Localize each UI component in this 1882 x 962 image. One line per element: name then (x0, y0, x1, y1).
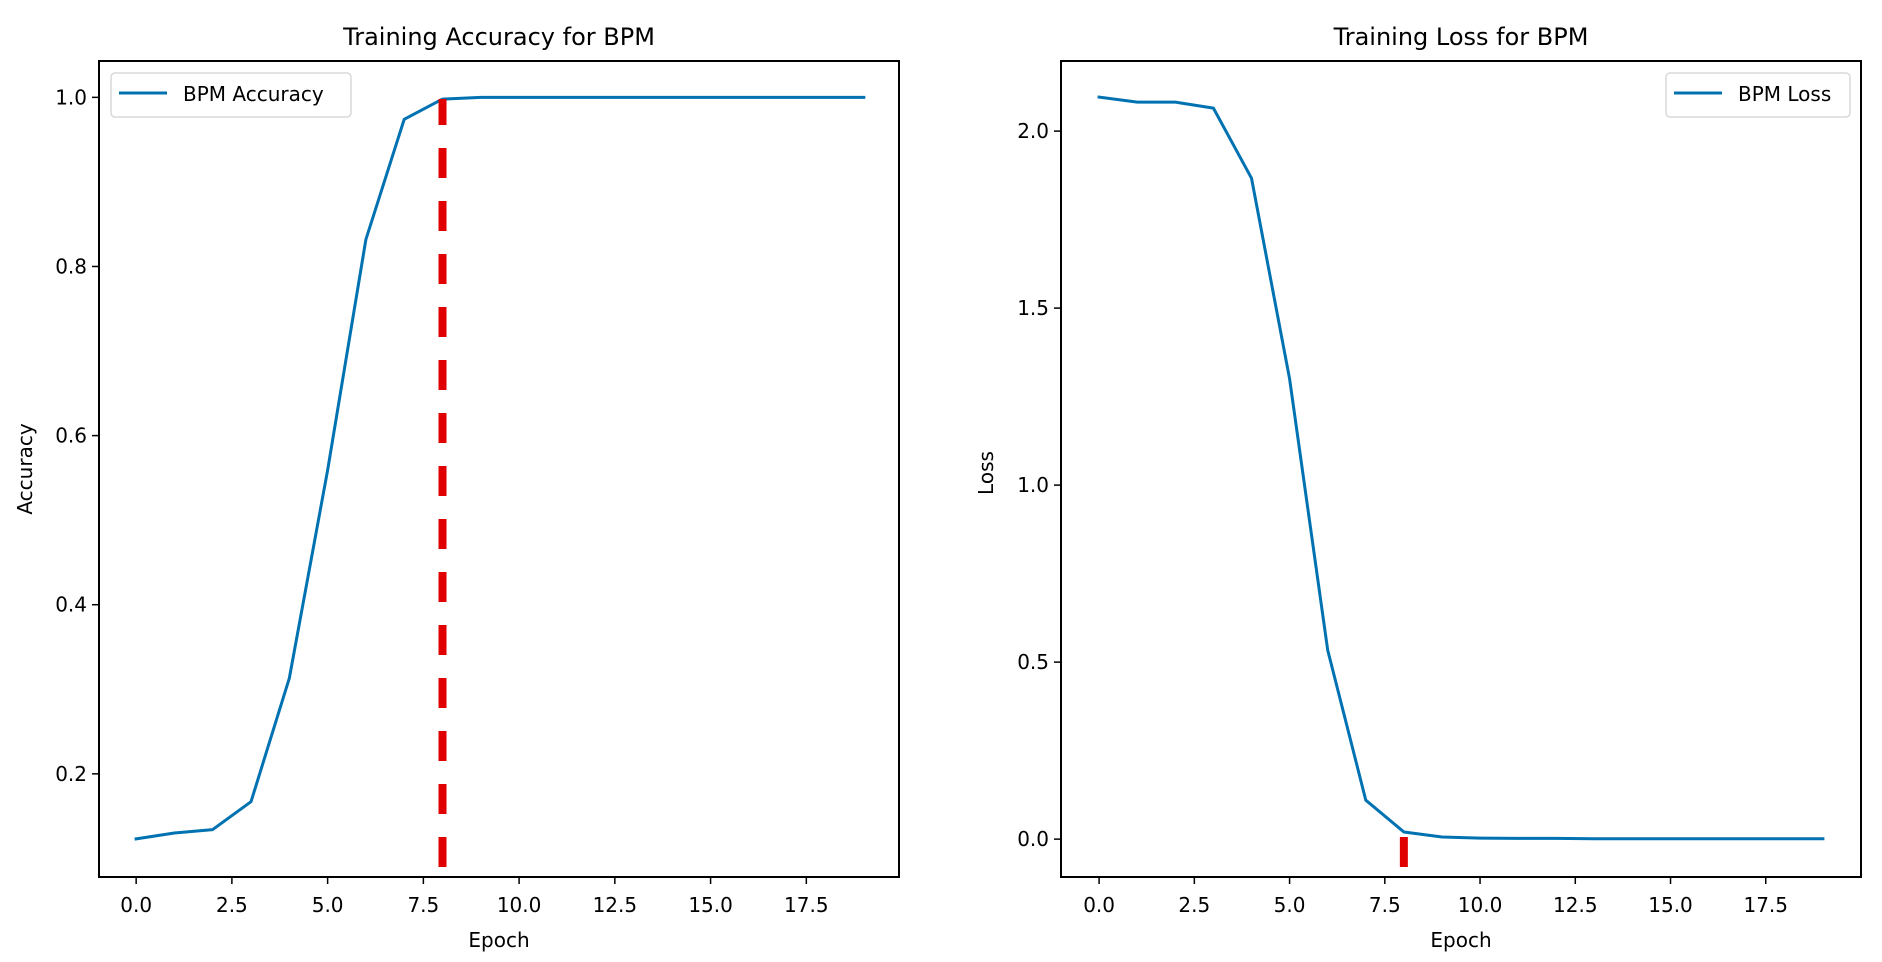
accuracy-y-tick-label: 0.4 (55, 593, 87, 617)
loss-y-axis-ticks: 0.0 0.5 1.0 1.5 2.0 (1017, 119, 1061, 851)
accuracy-series-line (134, 95, 866, 841)
loss-x-tick-label: 10.0 (1458, 893, 1503, 917)
loss-x-axis-ticks: 0.0 2.5 5.0 7.5 10.0 12.5 15.0 17.5 (1083, 877, 1788, 917)
loss-x-tick-label: 15.0 (1648, 893, 1693, 917)
loss-y-tick-label: 0.0 (1017, 827, 1049, 851)
loss-plot-area (1097, 95, 1825, 877)
accuracy-chart: Training Accuracy for BPM 0.0 2.5 5.0 7.5 10… (13, 23, 900, 952)
accuracy-legend-box (110, 72, 352, 118)
accuracy-x-tick-label: 10.0 (497, 893, 542, 917)
accuracy-x-tick-label: 2.5 (216, 893, 248, 917)
accuracy-x-axis-ticks: 0.0 2.5 5.0 7.5 10.0 12.5 15.0 17.5 (120, 877, 829, 917)
loss-series-line (1097, 95, 1825, 841)
loss-x-tick-label: 7.5 (1369, 893, 1401, 917)
accuracy-x-tick-label: 15.0 (688, 893, 733, 917)
accuracy-y-axis-label: Accuracy (13, 423, 37, 514)
loss-y-axis-label: Loss (974, 451, 998, 495)
accuracy-axes-frame (98, 60, 900, 878)
loss-y-tick-label: 2.0 (1017, 119, 1049, 143)
loss-y-tick-label: 0.5 (1017, 650, 1049, 674)
loss-chart-title: Training Loss for BPM (1333, 23, 1589, 51)
loss-x-tick-label: 5.0 (1274, 893, 1306, 917)
accuracy-y-tick-label: 0.8 (55, 254, 87, 278)
accuracy-legend: BPM Accuracy (110, 72, 352, 118)
loss-y-tick-label: 1.5 (1017, 296, 1049, 320)
accuracy-y-tick-label: 0.2 (55, 762, 87, 786)
accuracy-x-tick-label: 0.0 (120, 893, 152, 917)
loss-legend-box (1665, 72, 1851, 118)
accuracy-x-tick-label: 17.5 (784, 893, 829, 917)
loss-chart: Training Loss for BPM 0.0 2.5 5.0 7.5 10.0 12… (974, 23, 1862, 952)
accuracy-legend-label: BPM Accuracy (183, 82, 324, 106)
accuracy-x-tick-label: 5.0 (312, 893, 344, 917)
loss-y-tick-label: 1.0 (1017, 473, 1049, 497)
accuracy-chart-title: Training Accuracy for BPM (342, 23, 655, 51)
loss-x-tick-label: 2.5 (1178, 893, 1210, 917)
accuracy-x-axis-label: Epoch (468, 928, 529, 952)
loss-axes-frame (1060, 60, 1862, 878)
accuracy-y-axis-ticks: 0.2 0.4 0.6 0.8 1.0 (55, 85, 99, 786)
accuracy-plot-area (134, 95, 866, 877)
accuracy-y-tick-label: 0.6 (55, 424, 87, 448)
loss-x-tick-label: 12.5 (1553, 893, 1598, 917)
loss-x-tick-label: 17.5 (1743, 893, 1788, 917)
accuracy-x-tick-label: 7.5 (407, 893, 439, 917)
loss-legend-label: BPM Loss (1738, 82, 1831, 106)
accuracy-x-tick-label: 12.5 (593, 893, 638, 917)
accuracy-y-tick-label: 1.0 (55, 85, 87, 109)
loss-legend: BPM Loss (1665, 72, 1851, 118)
loss-x-axis-label: Epoch (1430, 928, 1491, 952)
loss-x-tick-label: 0.0 (1083, 893, 1115, 917)
